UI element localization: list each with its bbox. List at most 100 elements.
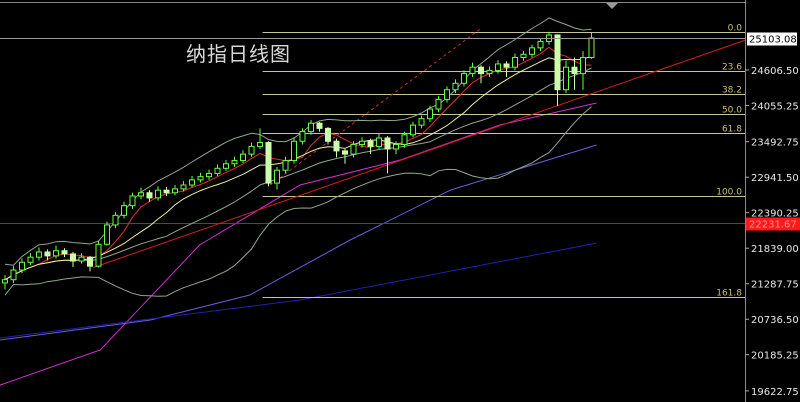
candle-body bbox=[180, 184, 187, 190]
candle-body bbox=[240, 153, 246, 162]
candle bbox=[172, 185, 178, 196]
candle-body bbox=[197, 176, 204, 181]
candle bbox=[138, 187, 144, 200]
candle bbox=[104, 221, 110, 246]
candle bbox=[444, 86, 450, 103]
candle-body bbox=[384, 137, 391, 150]
candle-body bbox=[70, 253, 76, 262]
candle bbox=[95, 241, 102, 268]
candle-body bbox=[163, 189, 170, 194]
candle-body bbox=[206, 172, 212, 178]
trend-line-0 bbox=[93, 39, 746, 268]
candle bbox=[189, 176, 195, 188]
candle-body bbox=[427, 108, 433, 120]
candle-body bbox=[138, 192, 144, 197]
candle bbox=[580, 51, 586, 90]
long-ma-line-0 bbox=[0, 102, 597, 386]
y-tick-label: 22941.50 bbox=[751, 173, 799, 184]
candle bbox=[308, 119, 314, 135]
candle-body bbox=[223, 163, 229, 169]
candle-body bbox=[580, 57, 586, 75]
candle-body bbox=[435, 98, 442, 110]
candle-body bbox=[342, 150, 348, 155]
bollinger-lower bbox=[4, 106, 592, 297]
candle bbox=[146, 190, 153, 202]
candle bbox=[393, 141, 399, 155]
candle bbox=[36, 247, 42, 261]
candle bbox=[291, 137, 297, 164]
candle-body bbox=[2, 279, 8, 284]
candle bbox=[401, 131, 408, 148]
long-ma-line-1 bbox=[0, 144, 597, 341]
candle-body bbox=[112, 214, 119, 226]
candle-body bbox=[172, 188, 178, 194]
candle bbox=[571, 57, 578, 90]
candle-body bbox=[444, 89, 450, 100]
candle bbox=[520, 51, 527, 61]
candle bbox=[478, 65, 484, 84]
candle-body bbox=[316, 122, 323, 129]
candle-body bbox=[512, 57, 518, 68]
candle bbox=[240, 150, 246, 164]
candle bbox=[274, 166, 280, 190]
candle bbox=[452, 79, 459, 93]
candle bbox=[418, 115, 425, 129]
candle-body bbox=[19, 261, 25, 271]
candle bbox=[214, 164, 221, 177]
candle bbox=[333, 138, 340, 158]
candle-body bbox=[282, 160, 289, 171]
candle-body bbox=[571, 66, 578, 75]
y-tick-label: 24055.25 bbox=[751, 101, 799, 112]
candle bbox=[155, 186, 161, 201]
candle-body bbox=[359, 140, 365, 145]
long-ma-line-2 bbox=[0, 242, 597, 339]
candle-body bbox=[129, 195, 136, 207]
candle bbox=[342, 148, 348, 164]
candle-body bbox=[376, 137, 382, 147]
candle bbox=[19, 258, 25, 274]
candle bbox=[325, 127, 331, 145]
candle bbox=[486, 66, 493, 77]
candle-body bbox=[299, 131, 306, 142]
fib-level-label: 23.6 bbox=[722, 63, 742, 73]
candle bbox=[495, 60, 501, 74]
candle-body bbox=[248, 145, 255, 155]
candle bbox=[112, 212, 119, 229]
candle bbox=[554, 34, 561, 106]
fib-level-label: 50.0 bbox=[722, 106, 742, 116]
marked-price-badge bbox=[746, 217, 800, 231]
candle-body bbox=[503, 63, 510, 68]
candle-body bbox=[401, 134, 408, 145]
candle bbox=[563, 60, 569, 93]
y-tick-label: 20185.25 bbox=[751, 351, 799, 362]
candle-body bbox=[104, 224, 110, 245]
candle-body bbox=[27, 256, 34, 263]
fib-level-label: 100.0 bbox=[716, 188, 742, 198]
candle bbox=[61, 248, 68, 258]
candle bbox=[180, 181, 187, 192]
candle bbox=[87, 255, 93, 272]
candle-body bbox=[231, 160, 238, 165]
candle-body bbox=[155, 189, 161, 199]
candle-body bbox=[214, 167, 221, 174]
candle-body bbox=[478, 66, 484, 75]
y-tick-label: 24606.50 bbox=[751, 66, 799, 77]
bollinger-middle bbox=[4, 67, 592, 281]
candle bbox=[384, 136, 391, 174]
candle bbox=[316, 121, 323, 132]
candle bbox=[121, 201, 127, 219]
candle-body bbox=[461, 73, 467, 84]
candle-body bbox=[36, 251, 42, 258]
fib-level-label: 61.8 bbox=[722, 125, 742, 135]
candle-body bbox=[189, 179, 195, 186]
candle-body bbox=[520, 53, 527, 59]
y-tick-label: 23492.75 bbox=[751, 138, 799, 149]
candle bbox=[2, 275, 8, 290]
candle-body bbox=[274, 169, 280, 184]
candle bbox=[435, 96, 442, 113]
candle bbox=[53, 245, 59, 259]
candle bbox=[376, 133, 382, 149]
candle-body bbox=[87, 256, 93, 267]
